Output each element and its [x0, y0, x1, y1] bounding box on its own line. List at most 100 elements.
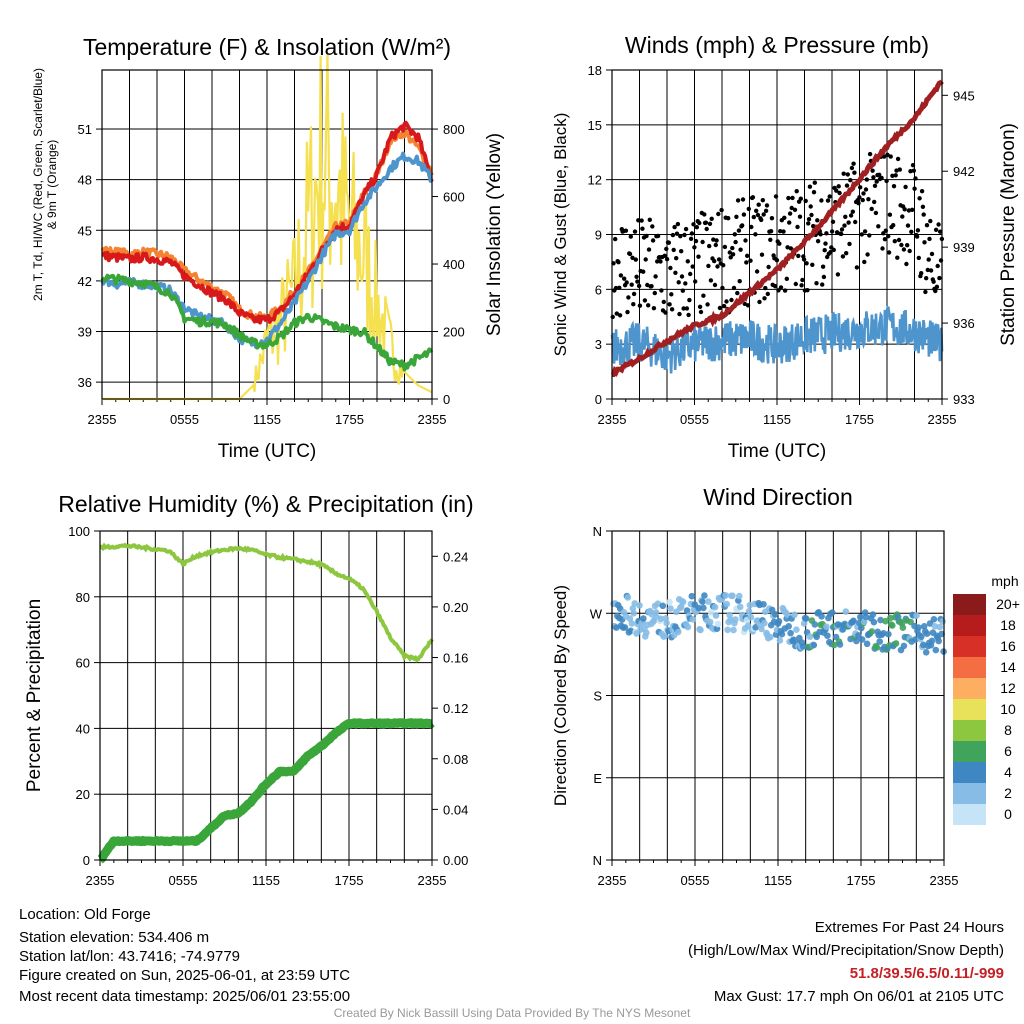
gust-point [717, 305, 723, 311]
gust-point [811, 190, 817, 195]
gust-point [933, 227, 939, 232]
recent-data-text: Most recent data timestamp: 2025/06/01 2… [19, 988, 351, 1005]
y-tick-label: 39 [78, 325, 92, 340]
gust-point [876, 224, 881, 229]
gust-point [735, 198, 741, 203]
gust-point [796, 253, 801, 259]
gust-point [854, 265, 860, 270]
direction-point [705, 598, 712, 605]
y-tick-label: 36 [78, 375, 92, 390]
y-tick-label: E [593, 771, 602, 786]
gust-point [668, 265, 673, 271]
gust-point [919, 271, 924, 276]
gust-point [916, 255, 921, 261]
gust-point [881, 154, 887, 159]
gust-point [628, 234, 633, 239]
gust-point [887, 212, 893, 217]
x-tick-label: 1755 [847, 873, 876, 888]
gust-point [882, 237, 888, 242]
gust-point [746, 206, 751, 212]
gust-point [913, 176, 918, 181]
direction-point [711, 603, 719, 611]
x-tick-label: 1755 [335, 873, 364, 888]
gust-point [679, 249, 684, 254]
direction-point [771, 611, 779, 618]
colorbar-swatch [953, 720, 986, 741]
series-rh [99, 542, 434, 663]
gust-point [825, 198, 831, 203]
gust-point [870, 168, 875, 173]
gust-point [851, 161, 856, 166]
direction-point [907, 618, 914, 626]
gust-point [631, 291, 637, 297]
gust-point [809, 212, 814, 218]
direction-point [679, 598, 687, 606]
gust-point [905, 223, 911, 228]
colorbar-swatch [953, 741, 986, 762]
gust-point [768, 237, 773, 242]
panel-title: Relative Humidity (%) & Precipitation (i… [58, 491, 473, 517]
series-4 [100, 273, 434, 372]
gust-point [745, 253, 750, 258]
gust-point [857, 195, 862, 200]
gust-point [683, 281, 688, 286]
gust-point [691, 222, 696, 227]
y2-axis-label: Solar Insolation (Yellow) [484, 133, 505, 336]
gust-point [924, 223, 930, 228]
direction-point [683, 607, 691, 614]
gust-point [860, 197, 865, 203]
y2-tick-label: 0.12 [443, 701, 468, 716]
direction-point [799, 643, 807, 650]
gust-point [716, 211, 721, 217]
gust-point [934, 284, 940, 289]
gust-point [804, 261, 809, 266]
direction-point [732, 616, 739, 623]
gust-point [848, 178, 853, 183]
direction-point [880, 630, 887, 637]
direction-point [818, 613, 825, 620]
gust-point [724, 299, 729, 304]
direction-point [667, 605, 674, 612]
gust-point [919, 189, 925, 194]
y2-tick-label: 0 [443, 392, 450, 407]
gust-point [688, 236, 694, 241]
gust-point [674, 231, 680, 236]
direction-point [724, 626, 731, 634]
x-tick-label: 2355 [928, 412, 957, 427]
gust-point [815, 239, 821, 244]
y2-tick-label: 936 [953, 316, 975, 331]
gust-point [714, 238, 719, 243]
gust-point [766, 264, 771, 270]
direction-point [684, 623, 692, 631]
direction-point [729, 592, 736, 600]
x-tick-label: 2355 [418, 412, 447, 427]
y-axis-label: 2m T, Td, HI/WC (Red, Green, Scarlet/Blu… [31, 68, 45, 301]
direction-point [761, 619, 768, 627]
gust-point [629, 282, 634, 287]
direction-point [778, 630, 786, 638]
gust-point [633, 257, 638, 262]
gust-point [634, 274, 639, 279]
direction-point [630, 610, 637, 617]
gust-point [856, 201, 861, 206]
direction-point [744, 622, 752, 630]
gust-point [823, 241, 828, 246]
gust-point [906, 208, 912, 213]
y2-tick-label: 200 [443, 325, 465, 340]
colorbar-label: 16 [1000, 638, 1016, 654]
direction-point [723, 600, 730, 608]
panel-4: N E S W N 2355 0555 1155 1755 2355 Wind Direction D… [551, 484, 1020, 888]
gust-point [891, 184, 897, 189]
gust-point [744, 260, 749, 265]
y2-tick-label: 0.20 [443, 600, 468, 615]
gust-point [901, 247, 907, 252]
y-tick-label: W [590, 606, 603, 621]
gust-point [777, 241, 782, 246]
gust-point [696, 254, 701, 259]
x-tick-label: 0555 [169, 873, 198, 888]
gust-point [636, 218, 641, 223]
gust-point [869, 206, 874, 212]
gust-point [694, 225, 699, 230]
x-tick-label: 1155 [764, 873, 792, 888]
